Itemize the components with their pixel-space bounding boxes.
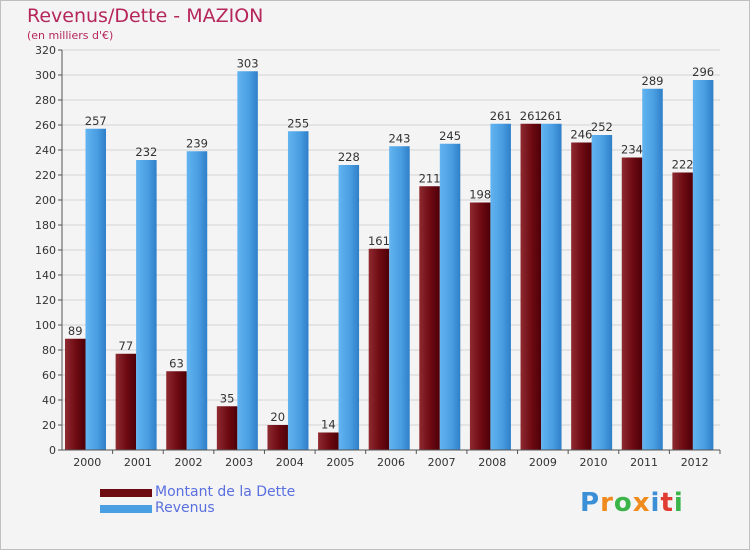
logo-letter: i (673, 488, 684, 518)
logo-letter: x (632, 488, 651, 518)
data-label-revenus-2011: 289 (642, 74, 664, 88)
y-tick-label: 260 (35, 119, 56, 132)
bar-dette-2000 (65, 338, 86, 450)
bar-dette-2001 (115, 353, 137, 450)
data-label-dette-2005: 14 (321, 418, 336, 432)
data-label-revenus-2008: 261 (490, 109, 512, 123)
logo-letter: t (660, 488, 674, 518)
x-tick-label: 2012 (681, 456, 709, 469)
y-tick-label: 0 (49, 444, 56, 457)
proxiti-logo: Proxiti (580, 488, 684, 518)
bar-dette-2011 (621, 157, 643, 450)
x-tick-label: 2010 (579, 456, 607, 469)
chart-subtitle: (en milliers d'€) (27, 29, 114, 42)
y-tick-label: 180 (35, 219, 56, 232)
logo-letter: r (600, 488, 614, 518)
x-tick-label: 2004 (276, 456, 304, 469)
bar-revenus-2007 (439, 143, 461, 450)
bar-revenus-2000 (85, 128, 106, 450)
data-label-dette-2009: 261 (520, 109, 542, 123)
bar-revenus-2010 (591, 135, 613, 450)
bar-dette-2002 (166, 371, 187, 450)
data-label-dette-2003: 35 (220, 391, 235, 405)
data-label-dette-2011: 234 (621, 143, 643, 157)
bar-revenus-2002 (186, 151, 208, 450)
data-label-revenus-2009: 261 (540, 109, 562, 123)
x-tick-label: 2009 (529, 456, 557, 469)
y-tick-label: 60 (42, 369, 56, 382)
bar-dette-2008 (469, 202, 491, 450)
bar-dette-2009 (520, 123, 542, 450)
legend-swatch-dette (100, 489, 152, 497)
legend-swatch-revenus (100, 505, 152, 513)
y-tick-label: 240 (35, 144, 56, 157)
x-tick-label: 2007 (428, 456, 456, 469)
data-label-revenus-2000: 257 (85, 114, 107, 128)
data-label-dette-2008: 198 (469, 188, 491, 202)
y-tick-label: 140 (35, 269, 56, 282)
chart-title: Revenus/Dette - MAZION (27, 5, 264, 27)
y-tick-label: 100 (35, 319, 56, 332)
x-tick-label: 2002 (175, 456, 203, 469)
y-tick-label: 280 (35, 94, 56, 107)
y-tick-label: 40 (42, 394, 56, 407)
data-label-revenus-2001: 232 (135, 145, 157, 159)
data-label-revenus-2003: 303 (237, 56, 259, 70)
bar-dette-2007 (419, 186, 440, 450)
x-tick-label: 2000 (73, 456, 101, 469)
x-tick-label: 2011 (630, 456, 658, 469)
data-label-dette-2000: 89 (68, 324, 83, 338)
bar-revenus-2005 (338, 165, 360, 450)
x-tick-label: 2006 (377, 456, 405, 469)
bar-dette-2003 (216, 406, 238, 450)
data-label-revenus-2004: 255 (287, 116, 309, 130)
x-tick-label: 2001 (124, 456, 152, 469)
data-label-dette-2002: 63 (169, 356, 184, 370)
data-label-dette-2001: 77 (119, 339, 134, 353)
data-label-dette-2010: 246 (570, 128, 592, 142)
bar-revenus-2012 (692, 80, 714, 450)
bar-dette-2010 (571, 142, 592, 450)
bar-revenus-2003 (237, 71, 258, 450)
y-tick-label: 160 (35, 244, 56, 257)
data-label-dette-2012: 222 (672, 158, 694, 172)
bar-dette-2006 (368, 248, 390, 450)
bar-revenus-2004 (287, 131, 309, 450)
data-label-revenus-2002: 239 (186, 136, 208, 150)
x-tick-label: 2005 (326, 456, 354, 469)
logo-letter: P (580, 488, 601, 518)
bar-revenus-2001 (136, 160, 157, 450)
data-label-revenus-2006: 243 (388, 131, 410, 145)
logo-letter: i (650, 488, 661, 518)
legend-label-dette: Montant de la Dette (155, 484, 296, 500)
y-tick-label: 20 (42, 419, 56, 432)
logo-letter: o (613, 488, 633, 518)
bar-revenus-2008 (490, 123, 511, 450)
legend-label-revenus: Revenus (155, 500, 215, 516)
bar-revenus-2006 (389, 146, 410, 450)
y-tick-label: 220 (35, 169, 56, 182)
y-tick-label: 200 (35, 194, 56, 207)
bar-revenus-2011 (642, 88, 663, 450)
y-tick-label: 300 (35, 69, 56, 82)
data-label-dette-2007: 211 (419, 171, 441, 185)
bar-dette-2005 (318, 432, 339, 450)
bar-revenus-2009 (541, 123, 562, 450)
bar-dette-2004 (267, 425, 288, 450)
bar-dette-2012 (672, 172, 693, 450)
data-label-revenus-2012: 296 (692, 65, 714, 79)
y-tick-label: 80 (42, 344, 56, 357)
data-label-revenus-2010: 252 (591, 120, 613, 134)
data-label-dette-2004: 20 (270, 410, 285, 424)
data-label-revenus-2005: 228 (338, 150, 360, 164)
y-tick-label: 120 (35, 294, 56, 307)
x-tick-label: 2003 (225, 456, 253, 469)
x-tick-label: 2008 (478, 456, 506, 469)
data-label-dette-2006: 161 (368, 234, 390, 248)
y-tick-label: 320 (35, 44, 56, 57)
data-label-revenus-2007: 245 (439, 129, 461, 143)
